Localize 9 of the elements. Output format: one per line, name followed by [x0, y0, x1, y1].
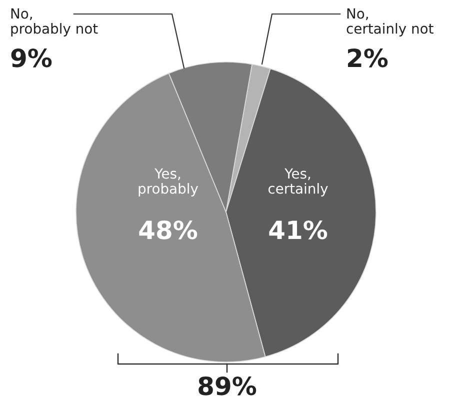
- data-label: 2%: [348, 48, 388, 68]
- slice-label: No, certainly not: [346, 8, 434, 36]
- slice-label: Yes, certainly: [268, 168, 328, 196]
- data-label: 41%: [269, 220, 328, 240]
- slice-label: No, probably not: [11, 8, 98, 36]
- slice-label: Yes, probably: [138, 168, 198, 196]
- data-label: 48%: [139, 220, 198, 240]
- data-label: 9%: [11, 48, 52, 68]
- text: 89%: [198, 376, 256, 396]
